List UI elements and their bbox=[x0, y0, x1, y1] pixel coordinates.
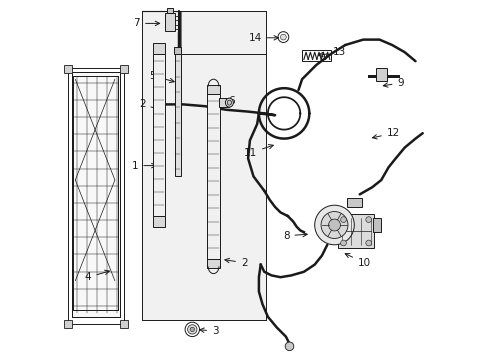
Circle shape bbox=[328, 219, 340, 231]
Polygon shape bbox=[175, 54, 181, 176]
Text: 4: 4 bbox=[85, 270, 109, 282]
Circle shape bbox=[340, 240, 346, 246]
Polygon shape bbox=[164, 13, 174, 31]
Text: 3: 3 bbox=[199, 326, 218, 336]
Circle shape bbox=[321, 212, 347, 238]
FancyBboxPatch shape bbox=[63, 65, 72, 73]
Polygon shape bbox=[174, 47, 181, 54]
Polygon shape bbox=[337, 214, 373, 248]
Circle shape bbox=[190, 327, 194, 332]
Text: 2: 2 bbox=[224, 258, 247, 268]
FancyBboxPatch shape bbox=[120, 320, 128, 328]
Polygon shape bbox=[72, 72, 120, 317]
Text: 13: 13 bbox=[318, 47, 345, 57]
Circle shape bbox=[340, 217, 346, 222]
Text: 8: 8 bbox=[282, 231, 306, 241]
Polygon shape bbox=[206, 259, 220, 268]
Ellipse shape bbox=[225, 98, 233, 107]
Polygon shape bbox=[167, 8, 172, 13]
Text: 5: 5 bbox=[149, 71, 174, 83]
Circle shape bbox=[187, 325, 197, 334]
Text: 12: 12 bbox=[372, 128, 399, 139]
Text: 1: 1 bbox=[131, 161, 156, 171]
Polygon shape bbox=[152, 216, 165, 227]
Text: 10: 10 bbox=[345, 253, 370, 268]
Polygon shape bbox=[219, 98, 229, 107]
Polygon shape bbox=[375, 68, 386, 81]
Polygon shape bbox=[206, 94, 220, 259]
Text: 6: 6 bbox=[214, 96, 234, 106]
Polygon shape bbox=[152, 54, 165, 216]
Text: 7: 7 bbox=[133, 18, 159, 28]
Text: 11: 11 bbox=[244, 145, 273, 158]
Circle shape bbox=[314, 205, 354, 245]
Text: 14: 14 bbox=[248, 33, 278, 43]
Circle shape bbox=[285, 342, 293, 351]
Circle shape bbox=[280, 34, 285, 40]
Text: 9: 9 bbox=[383, 78, 403, 88]
Polygon shape bbox=[152, 43, 165, 54]
FancyBboxPatch shape bbox=[63, 320, 72, 328]
Ellipse shape bbox=[227, 100, 231, 105]
Polygon shape bbox=[142, 11, 265, 320]
FancyBboxPatch shape bbox=[120, 65, 128, 73]
Polygon shape bbox=[373, 218, 381, 232]
Polygon shape bbox=[206, 85, 220, 94]
Polygon shape bbox=[346, 198, 361, 207]
Circle shape bbox=[365, 240, 371, 246]
Circle shape bbox=[365, 217, 371, 222]
Text: 2: 2 bbox=[139, 99, 163, 112]
